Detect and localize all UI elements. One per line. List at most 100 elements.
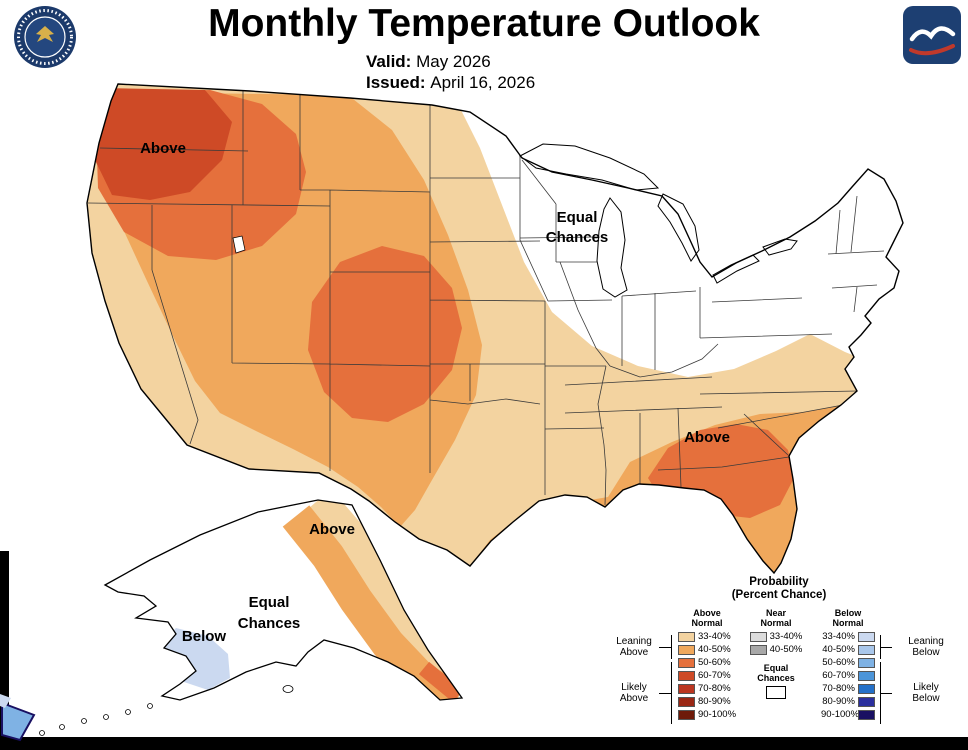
seal-eagle-icon	[36, 26, 54, 42]
noaa-nws-logo	[903, 6, 961, 64]
label-southeast-above: Above	[684, 429, 730, 446]
legend-row-label: 80-90%	[822, 696, 855, 707]
legend-row: 90-100%	[821, 709, 875, 720]
legend-row: 33-40%	[821, 631, 875, 642]
legend-row-label: 90-100%	[697, 709, 737, 720]
great-salt-lake	[232, 235, 246, 254]
bracket-tick	[880, 647, 892, 648]
lake-huron	[657, 193, 700, 262]
legend-swatch	[677, 696, 695, 707]
legend-near-header: Near Normal	[760, 608, 792, 628]
ak-region-above-50-60	[418, 661, 462, 700]
legend-row: 40-50%	[821, 644, 875, 655]
issued-label: Issued:	[366, 73, 426, 92]
legend-above-header: Above Normal	[691, 608, 723, 628]
legend-below-rows: 33-40% 40-50% 50-60% 60-70% 70-80% 80-90% 90-1…	[821, 631, 875, 720]
legend-col-above: Above Normal 33-40% 40-50% 50-60% 60-70% 70-…	[676, 608, 738, 720]
left-black-bar	[0, 551, 9, 750]
bottom-black-bar	[0, 737, 968, 750]
legend-row: 70-80%	[821, 683, 875, 694]
label-alaska-above: Above	[309, 521, 355, 538]
legend-likely-below: Likely Below	[912, 682, 940, 704]
label-midwest-chances: Chances	[546, 229, 609, 246]
legend-swatch	[858, 683, 875, 694]
legend-equal-chances-swatch	[766, 686, 786, 699]
issued-value: April 16, 2026	[430, 73, 536, 92]
bracket-tick	[880, 693, 892, 694]
legend-row: 40-50%	[749, 644, 803, 655]
legend-swatch	[749, 644, 767, 655]
legend-swatch	[677, 683, 695, 694]
legend-above-rows: 33-40% 40-50% 50-60% 60-70% 70-80% 80-90% 90-1…	[677, 631, 737, 720]
kodiak-island	[282, 685, 294, 693]
legend-row: 60-70%	[821, 670, 875, 681]
probability-legend: Probability (Percent Chance) Above Norma…	[593, 576, 965, 738]
legend-swatch	[677, 657, 695, 668]
legend-swatch	[858, 644, 875, 655]
legend-leaning-above: Leaning Above	[616, 636, 652, 658]
valid-value: May 2026	[416, 52, 491, 71]
legend-swatch	[858, 657, 875, 668]
label-alaska-below: Below	[182, 628, 227, 645]
legend-leaning-below: Leaning Below	[908, 636, 944, 658]
aleutian-island	[59, 724, 65, 730]
state-borders	[87, 86, 885, 506]
legend-row: 60-70%	[677, 670, 736, 681]
aleutian-islands	[39, 685, 294, 736]
legend-col-near: Near Normal 33-40% 40-50% Equal Chances	[745, 608, 807, 699]
valid-line: Valid: May 2026	[366, 51, 535, 72]
lake-erie	[712, 254, 760, 284]
bracket-tick	[659, 693, 671, 694]
legend-row-label: 40-50%	[822, 644, 855, 655]
legend-swatch	[858, 631, 875, 642]
legend-swatch	[749, 631, 767, 642]
label-midwest-equal: Equal	[557, 209, 598, 226]
legend-swatch	[677, 644, 695, 655]
legend-row-label: 33-40%	[697, 631, 731, 642]
lake-michigan	[596, 197, 628, 298]
commerce-seal-logo	[14, 6, 76, 68]
legend-row: 80-90%	[821, 696, 875, 707]
legend-row: 90-100%	[677, 709, 737, 720]
aleutian-island	[147, 703, 153, 709]
legend-row-label: 33-40%	[822, 631, 855, 642]
bracket-likely-above	[663, 662, 672, 724]
legend-swatch	[677, 709, 695, 720]
legend-row-label: 60-70%	[822, 670, 855, 681]
valid-issued-block: Valid: May 2026 Issued: April 16, 2026	[366, 51, 535, 93]
bracket-leaning-above	[663, 635, 672, 659]
legend-row: 33-40%	[749, 631, 803, 642]
legend-row-label: 70-80%	[822, 683, 855, 694]
legend-row-label: 60-70%	[697, 670, 731, 681]
hawaii-fragment	[1, 701, 36, 742]
valid-label: Valid:	[366, 52, 412, 71]
legend-row-label: 40-50%	[769, 644, 803, 655]
legend-likely-above: Likely Above	[619, 682, 649, 704]
legend-row-label: 40-50%	[697, 644, 731, 655]
legend-title: Probability (Percent Chance)	[593, 576, 965, 602]
legend-equal-chances-label: Equal Chances	[757, 663, 795, 683]
lake-ontario	[762, 238, 798, 256]
legend-near-rows: 33-40% 40-50%	[749, 631, 803, 655]
aleutian-island	[103, 714, 109, 720]
lake-superior	[519, 143, 660, 191]
legend-swatch	[858, 696, 875, 707]
region-above-60-70-pnw	[95, 88, 232, 200]
legend-row-label: 33-40%	[769, 631, 803, 642]
legend-swatch	[677, 670, 695, 681]
seal-text-ring	[17, 9, 73, 65]
legend-row: 80-90%	[677, 696, 736, 707]
legend-row-label: 50-60%	[697, 657, 731, 668]
legend-below-header: Below Normal	[832, 608, 864, 628]
legend-swatch	[858, 670, 875, 681]
aleutian-island	[81, 718, 87, 724]
legend-row-label: 50-60%	[822, 657, 855, 668]
aleutian-island	[39, 730, 45, 736]
legend-title-line2: (Percent Chance)	[731, 589, 827, 601]
legend-title-line1: Probability	[749, 576, 809, 588]
issued-line: Issued: April 16, 2026	[366, 72, 535, 93]
legend-row-label: 70-80%	[697, 683, 731, 694]
great-lakes	[232, 143, 798, 298]
